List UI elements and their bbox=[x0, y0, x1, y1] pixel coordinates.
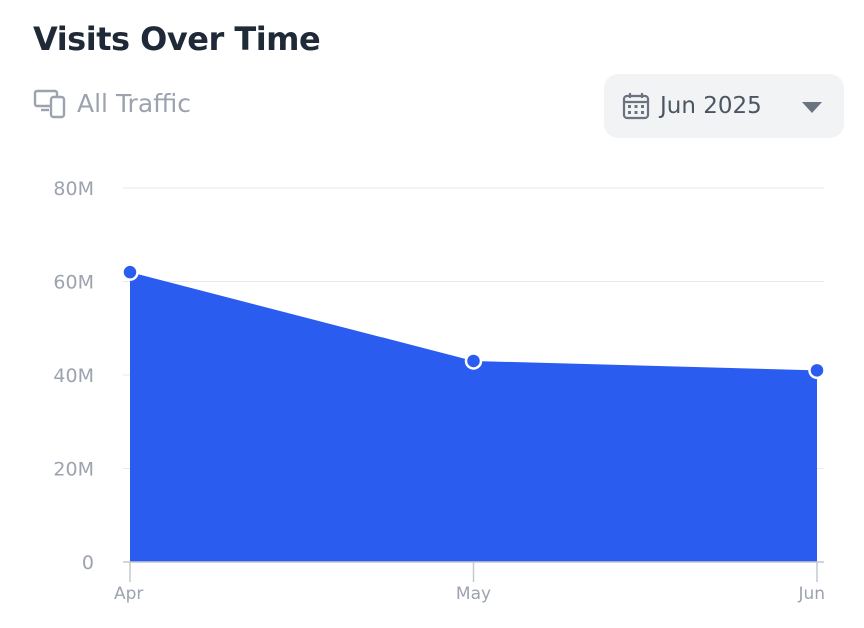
area-series bbox=[130, 272, 817, 562]
chevron-down-icon bbox=[802, 102, 822, 113]
x-tick-label: Jun bbox=[797, 584, 825, 604]
x-tick-label: May bbox=[456, 584, 491, 604]
date-select-value: Jun 2025 bbox=[660, 93, 762, 119]
traffic-filter-label: All Traffic bbox=[77, 88, 192, 118]
y-tick-label: 80M bbox=[53, 178, 94, 200]
area-fill bbox=[130, 272, 817, 562]
y-tick-label: 0 bbox=[82, 552, 94, 574]
area-chart: 0 20M 40M 60M 80M Apr May Jun bbox=[53, 178, 826, 604]
data-points bbox=[121, 263, 826, 380]
data-point bbox=[121, 263, 139, 281]
x-axis bbox=[123, 561, 824, 582]
x-axis-ticks: Apr May Jun bbox=[114, 584, 825, 604]
calendar-icon bbox=[622, 93, 650, 120]
data-point bbox=[464, 352, 483, 370]
data-point bbox=[808, 361, 826, 380]
date-select[interactable]: Jun 2025 bbox=[604, 74, 844, 138]
y-tick-label: 40M bbox=[53, 365, 94, 387]
y-axis-ticks: 0 20M 40M 60M 80M bbox=[53, 178, 94, 574]
x-tick-label: Apr bbox=[114, 584, 143, 604]
chart-title: Visits Over Time bbox=[33, 20, 321, 58]
traffic-filter[interactable]: All Traffic bbox=[33, 86, 191, 120]
devices-icon bbox=[33, 89, 66, 119]
y-tick-label: 20M bbox=[53, 459, 94, 481]
y-tick-label: 60M bbox=[53, 272, 94, 294]
